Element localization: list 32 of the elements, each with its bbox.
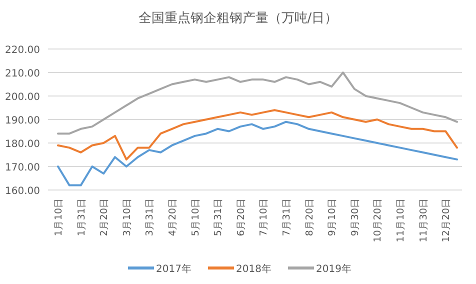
x-tick-label: 5月10日 xyxy=(190,198,202,236)
line-series xyxy=(57,72,458,135)
x-tick-label: 11月30日 xyxy=(418,198,430,242)
x-tick-label: 9月30日 xyxy=(350,198,361,236)
y-tick-label: 200.00 xyxy=(5,92,40,103)
x-tick-label: 1月31日 xyxy=(76,198,88,236)
x-tick-label: 11月10日 xyxy=(396,198,406,242)
y-tick-label: 220.00 xyxy=(5,45,40,56)
legend-label: 2019年 xyxy=(316,263,352,275)
x-tick-label: 3月31日 xyxy=(144,198,156,236)
x-tick-label: 8月20日 xyxy=(304,198,316,236)
x-tick-label: 10月20日 xyxy=(372,198,384,242)
x-tick-label: 3月10日 xyxy=(122,198,133,236)
y-tick-label: 210.00 xyxy=(5,68,40,80)
x-tick-label: 4月20日 xyxy=(168,198,178,236)
x-tick-label: 1月10日 xyxy=(54,198,64,236)
legend-label: 2017年 xyxy=(156,263,192,275)
y-tick-label: 190.00 xyxy=(5,116,40,126)
x-tick-label: 2月20日 xyxy=(99,198,110,236)
x-tick-label: 7月31日 xyxy=(282,198,292,236)
legend-label: 2018年 xyxy=(236,263,272,275)
y-tick-label: 180.00 xyxy=(5,139,40,150)
chart-title: 全国重点钢企粗钢产量（万吨/日） xyxy=(138,11,338,26)
line-series xyxy=(57,109,458,160)
x-tick-label: 5月31日 xyxy=(213,198,224,236)
y-tick-label: 170.00 xyxy=(5,162,40,174)
line-series xyxy=(57,120,458,186)
x-tick-label: 7月10日 xyxy=(258,198,270,236)
y-tick-label: 160.00 xyxy=(5,186,40,197)
x-tick-label: 9月10日 xyxy=(327,198,338,236)
x-tick-label: 12月20日 xyxy=(441,198,452,242)
x-tick-label: 6月20日 xyxy=(236,198,247,236)
